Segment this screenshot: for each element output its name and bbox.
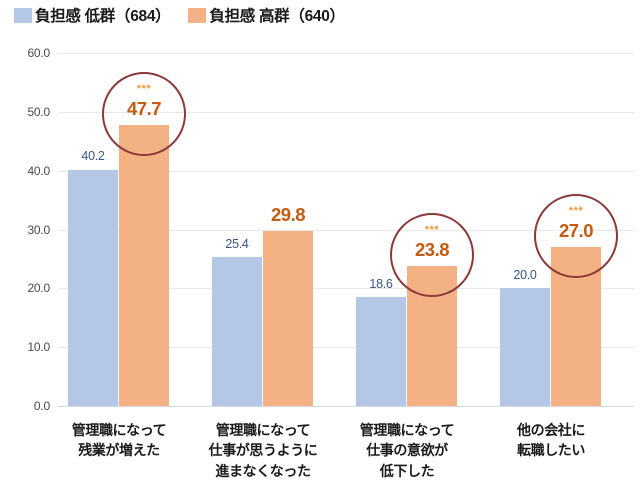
gridline (58, 111, 634, 113)
gridline (58, 406, 634, 407)
category-label-3: 他の会社に転職したい (476, 420, 626, 461)
category-label-line: 他の会社に (517, 422, 585, 438)
y-axis-tick-label: 60.0 (27, 46, 50, 60)
highlight-circle-3 (534, 194, 618, 279)
category-label-line: 残業が増えた (78, 442, 160, 459)
legend-item-low: 負担感 低群（684） (14, 4, 171, 26)
y-axis-tick-label: 20.0 (27, 281, 50, 296)
gridline (58, 347, 634, 349)
gridline (58, 288, 634, 290)
value-label-low-2: 18.6 (369, 276, 393, 291)
category-label-0: 管理職になって 残業が増えた (44, 420, 194, 461)
bar-high-0 (119, 125, 169, 406)
category-label-line: 転職したい (517, 442, 585, 459)
legend-label-high: 負担感 高群（640） (209, 8, 345, 25)
bar-low-2 (356, 296, 406, 406)
category-label-line: 管理職になって (71, 422, 167, 438)
y-axis-tick-label: 40.0 (27, 163, 50, 178)
bar-low-3 (500, 288, 550, 406)
bar-low-0 (68, 169, 118, 406)
y-axis-tick-label: 30.0 (27, 222, 50, 237)
legend-swatch-high-icon (188, 7, 207, 23)
category-label-line: 仕事の意欲が (366, 442, 448, 459)
bar-low-1 (212, 256, 262, 406)
gridline (58, 229, 634, 231)
value-label-high-1: 29.8 (270, 203, 306, 225)
gridline (58, 53, 634, 54)
category-label-1: 管理職になって 仕事が思うように 進まなくなった (188, 420, 338, 481)
legend-label-low: 負担感 低群（684） (35, 8, 171, 25)
value-label-low-0: 40.2 (81, 149, 105, 164)
category-label-line: 低下した (379, 462, 435, 479)
legend-swatch-low-icon (14, 7, 32, 23)
category-label-line: 仕事が思うように (208, 442, 318, 459)
y-axis-tick-label: 50.0 (27, 104, 50, 119)
plot-area: 40.2 47.7 *** 25.4 29.8 18.6 23.8 *** 20.0 27.0 **… (58, 53, 634, 407)
bar-high-1 (263, 230, 313, 406)
gridline (58, 170, 634, 172)
category-label-2: 管理職になって 仕事の意欲が 低下した (332, 420, 482, 481)
chart-legend: 負担感 低群（684） 負担感 高群（640） (0, 0, 642, 30)
highlight-circle-2 (390, 212, 474, 297)
highlight-circle-0 (102, 72, 186, 157)
y-axis-tick-label: 0.0 (33, 399, 50, 413)
legend-item-high: 負担感 高群（640） (188, 4, 345, 26)
category-label-line: 管理職になって (359, 422, 455, 438)
value-label-low-3: 20.0 (513, 268, 537, 283)
category-label-line: 管理職になって (215, 422, 311, 438)
y-axis-tick-label: 10.0 (27, 340, 50, 355)
category-label-line: 進まなくなった (215, 462, 311, 479)
value-label-low-1: 25.4 (225, 236, 249, 251)
